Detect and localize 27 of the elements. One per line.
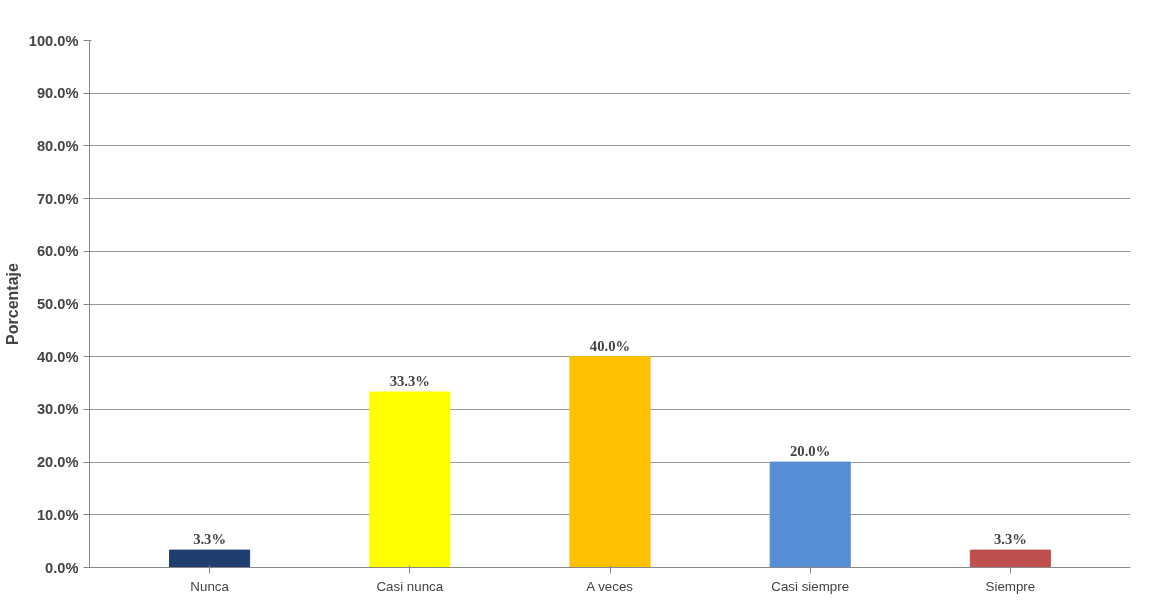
data-label: 33.3% xyxy=(389,373,430,390)
x-tick-label: A veces xyxy=(586,578,634,594)
data-label: 40.0% xyxy=(589,337,631,354)
bar xyxy=(769,461,851,568)
y-tick-label: 50.0% xyxy=(36,296,79,312)
x-tick-label: Casi siempre xyxy=(771,578,850,594)
data-label: 3.3% xyxy=(993,531,1027,548)
y-tick-label: 60.0% xyxy=(36,243,79,260)
y-tick-label: 20.0% xyxy=(36,454,79,471)
data-label: 20.0% xyxy=(790,443,831,460)
y-tick-label: 10.0% xyxy=(36,506,79,523)
data-label: 3.3% xyxy=(193,531,227,548)
x-tick-label: Siempre xyxy=(985,578,1036,594)
y-tick-label: 40.0% xyxy=(36,348,79,365)
y-tick-label: 70.0% xyxy=(36,190,79,207)
x-tick-label: Nunca xyxy=(190,578,230,594)
y-tick-label: 0.0% xyxy=(45,559,79,576)
bar xyxy=(969,549,1051,568)
x-tick-label: Casi nunca xyxy=(376,578,444,594)
y-tick-label: 30.0% xyxy=(36,401,79,418)
y-tick-label: 90.0% xyxy=(36,85,79,102)
bar xyxy=(169,549,251,568)
y-tick-label: 80.0% xyxy=(36,137,79,154)
bar xyxy=(369,391,451,568)
bar xyxy=(569,356,651,568)
y-axis-title: Porcentaje xyxy=(3,262,21,345)
y-tick-label: 100.0% xyxy=(28,32,79,49)
